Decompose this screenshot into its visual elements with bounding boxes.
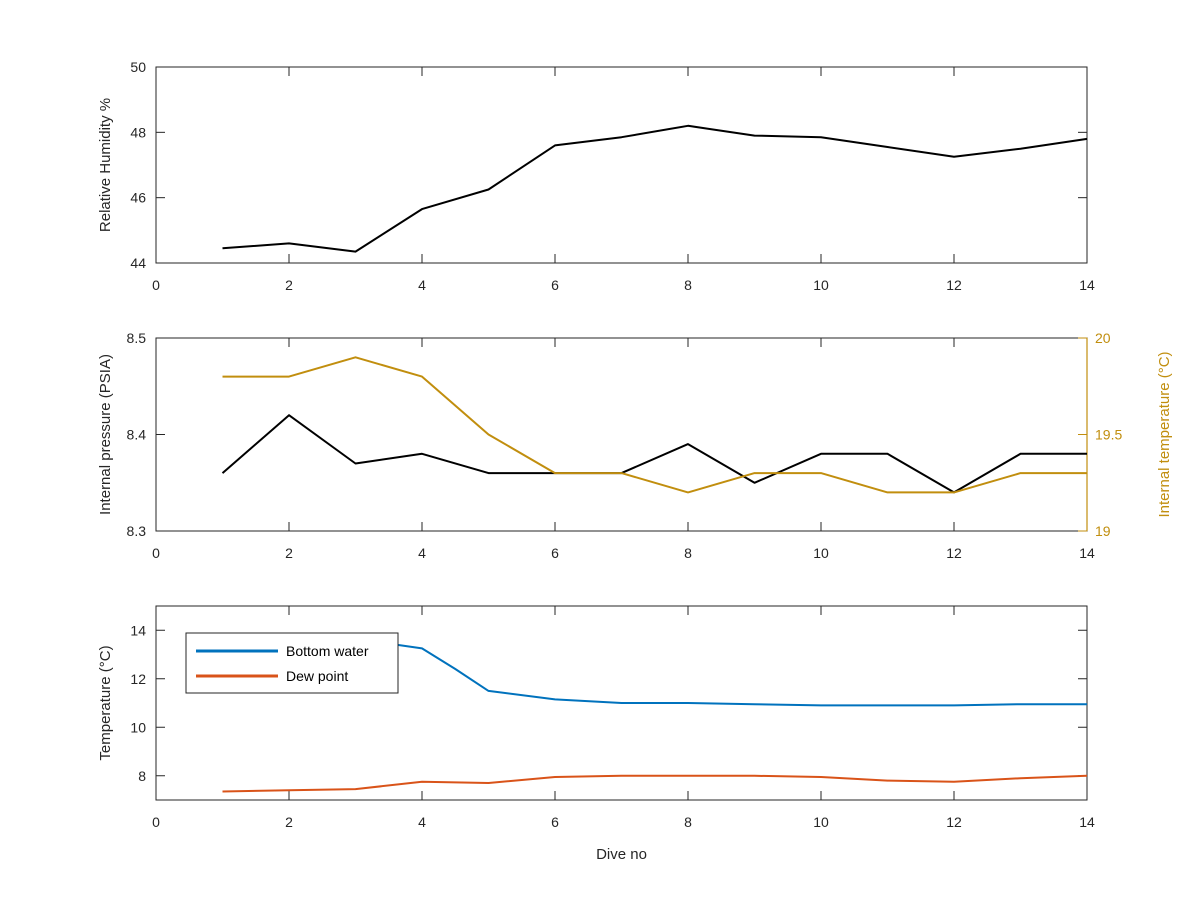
- series-2-line: [222, 356, 1087, 494]
- x-tick-label: 10: [813, 277, 829, 293]
- x-tick-label: 12: [946, 814, 962, 830]
- x-tick-label: 8: [684, 545, 692, 561]
- axes-box: [155, 337, 1088, 532]
- legend-label-dew-point: Dew point: [286, 668, 348, 684]
- x-tick-label: 10: [813, 545, 829, 561]
- x-tick-label: 8: [684, 814, 692, 830]
- x-tick-label: 4: [418, 814, 426, 830]
- chart-panel-2: 0 2 4 6 8 10 12 14 8.3 8.4 8.5 19 19.5 20 Internal tem…: [97, 330, 1173, 561]
- x-tick-label: 8: [684, 277, 692, 293]
- y-tick-label: 10: [130, 719, 146, 735]
- axes-box: [155, 66, 1088, 264]
- legend-box: [185, 632, 399, 694]
- x-tick-label: 10: [813, 814, 829, 830]
- dew-point-line: [222, 774, 1088, 793]
- y-axis-label: Relative Humidity %: [97, 98, 114, 232]
- y-tick-label: 8: [138, 768, 146, 784]
- series-1-line: [222, 124, 1088, 253]
- y-tick-label: 50: [130, 59, 146, 75]
- right-y-tick-label: 20: [1095, 330, 1111, 346]
- right-y-axis-label: Internal temperature (°C): [1156, 351, 1173, 517]
- axes-box: [155, 605, 1088, 801]
- x-tick-label: 12: [946, 277, 962, 293]
- x-tick-label: 14: [1079, 277, 1095, 293]
- x-tick-label: 0: [152, 814, 160, 830]
- right-y-tick-label: 19: [1095, 523, 1111, 539]
- x-tick-label: 14: [1079, 814, 1095, 830]
- series-1-line: [221, 414, 1087, 494]
- legend-label-bottom-water: Bottom water: [286, 643, 369, 659]
- y-tick-label: 48: [130, 124, 146, 140]
- y-axis-label: Temperature (°C): [97, 645, 114, 760]
- y-tick-label: 12: [130, 671, 146, 687]
- y-axis-label: Internal pressure (PSIA): [97, 354, 114, 515]
- x-tick-label: 0: [152, 277, 160, 293]
- x-tick-label: 2: [285, 545, 293, 561]
- x-tick-label: 12: [946, 545, 962, 561]
- x-tick-label: 0: [152, 545, 160, 561]
- legend: Bottom water Dew point: [185, 632, 399, 694]
- x-tick-label: 6: [551, 545, 559, 561]
- y-tick-label: 8.3: [127, 523, 147, 539]
- y-tick-label: 8.4: [127, 427, 147, 443]
- x-axis-label: Dive no: [596, 846, 647, 863]
- y-tick-label: 14: [130, 622, 146, 638]
- x-tick-label: 4: [418, 545, 426, 561]
- chart-panel-3: 0 2 4 6 8 10 12 14 8 10 12 14 Temperature (°C) Dive n…: [97, 605, 1095, 863]
- x-tick-label: 2: [285, 814, 293, 830]
- x-tick-label: 6: [551, 277, 559, 293]
- x-tick-label: 4: [418, 277, 426, 293]
- x-tick-label: 2: [285, 277, 293, 293]
- y-tick-label: 8.5: [127, 330, 147, 346]
- right-y-tick-label: 19.5: [1095, 427, 1122, 443]
- x-tick-label: 6: [551, 814, 559, 830]
- y-tick-label: 46: [130, 190, 146, 206]
- y-tick-label: 44: [130, 255, 146, 271]
- x-tick-label: 14: [1079, 545, 1095, 561]
